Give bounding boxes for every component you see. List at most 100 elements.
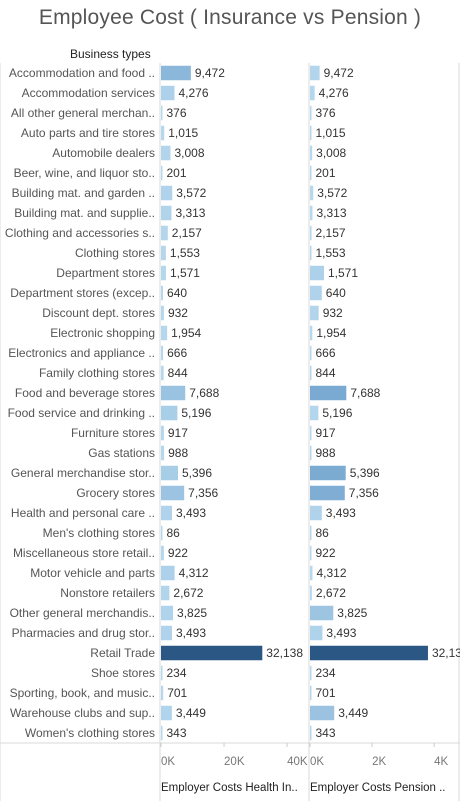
bar[interactable] bbox=[310, 725, 312, 741]
value-label: 640 bbox=[326, 286, 346, 300]
bar[interactable] bbox=[310, 705, 335, 721]
bar[interactable] bbox=[161, 365, 164, 381]
bar[interactable] bbox=[161, 225, 168, 241]
value-label: 3,825 bbox=[177, 606, 207, 620]
bar[interactable] bbox=[161, 445, 165, 461]
bar[interactable] bbox=[310, 285, 322, 301]
value-label: 3,572 bbox=[317, 186, 347, 200]
bar[interactable] bbox=[310, 645, 428, 661]
bar[interactable] bbox=[310, 345, 312, 361]
bar[interactable] bbox=[161, 605, 174, 621]
bar[interactable] bbox=[161, 325, 168, 341]
bar[interactable] bbox=[161, 265, 166, 281]
bar[interactable] bbox=[161, 305, 164, 321]
bar[interactable] bbox=[310, 305, 319, 321]
category-label: Building mat. and supplie.. bbox=[14, 206, 155, 220]
value-label: 1,571 bbox=[328, 266, 358, 280]
category-label: Beer, wine, and liquor sto.. bbox=[14, 166, 155, 180]
bar[interactable] bbox=[161, 105, 163, 121]
bar[interactable] bbox=[310, 385, 347, 401]
value-label: 3,313 bbox=[316, 206, 346, 220]
bar[interactable] bbox=[161, 465, 179, 481]
bar[interactable] bbox=[161, 725, 163, 741]
value-label: 932 bbox=[168, 306, 188, 320]
bar[interactable] bbox=[310, 145, 313, 161]
bar[interactable] bbox=[161, 565, 175, 581]
bar[interactable] bbox=[161, 205, 172, 221]
value-label: 640 bbox=[167, 286, 187, 300]
value-label: 844 bbox=[168, 366, 188, 380]
tick-label: 0K bbox=[310, 756, 324, 768]
value-label: 3,825 bbox=[337, 606, 367, 620]
value-label: 5,196 bbox=[181, 406, 211, 420]
bar[interactable] bbox=[161, 425, 164, 441]
value-label: 9,472 bbox=[195, 66, 225, 80]
chart-title: Employee Cost ( Insurance vs Pension ) bbox=[38, 6, 422, 29]
bar[interactable] bbox=[161, 545, 164, 561]
bar[interactable] bbox=[161, 245, 166, 261]
bar[interactable] bbox=[161, 165, 163, 181]
bar[interactable] bbox=[161, 705, 172, 721]
bar[interactable] bbox=[161, 645, 263, 661]
value-label: 376 bbox=[167, 106, 187, 120]
category-label: Nonstore retailers bbox=[60, 586, 155, 600]
bar[interactable] bbox=[310, 165, 312, 181]
bar[interactable] bbox=[161, 405, 178, 421]
bar[interactable] bbox=[310, 365, 312, 381]
value-label: 4,276 bbox=[319, 86, 349, 100]
bar[interactable] bbox=[161, 485, 185, 501]
bar[interactable] bbox=[310, 545, 312, 561]
value-label: 3,008 bbox=[316, 146, 346, 160]
bar[interactable] bbox=[161, 685, 164, 701]
bar[interactable] bbox=[310, 525, 312, 541]
category-label: Automobile dealers bbox=[52, 146, 155, 160]
bar[interactable] bbox=[310, 425, 312, 441]
value-label: 1,571 bbox=[170, 266, 200, 280]
bar[interactable] bbox=[310, 405, 319, 421]
value-label: 988 bbox=[316, 446, 336, 460]
bar[interactable] bbox=[161, 625, 173, 641]
bar[interactable] bbox=[161, 85, 175, 101]
category-label: Family clothing stores bbox=[39, 366, 155, 380]
bar[interactable] bbox=[161, 185, 173, 201]
bar[interactable] bbox=[310, 585, 312, 601]
bar[interactable] bbox=[161, 505, 173, 521]
bar[interactable] bbox=[161, 285, 164, 301]
bar[interactable] bbox=[310, 225, 312, 241]
category-label: Food and beverage stores bbox=[15, 386, 155, 400]
bar[interactable] bbox=[310, 65, 320, 81]
bar[interactable] bbox=[310, 665, 312, 681]
bar[interactable] bbox=[161, 385, 186, 401]
category-label: Women's clothing stores bbox=[25, 726, 155, 740]
value-label: 701 bbox=[167, 686, 187, 700]
bar[interactable] bbox=[310, 485, 345, 501]
value-label: 3,572 bbox=[176, 186, 206, 200]
bar[interactable] bbox=[310, 185, 314, 201]
bar[interactable] bbox=[310, 445, 312, 461]
bar[interactable] bbox=[310, 265, 324, 281]
bar[interactable] bbox=[310, 245, 312, 261]
bar[interactable] bbox=[310, 625, 323, 641]
bar[interactable] bbox=[310, 125, 312, 141]
bar[interactable] bbox=[161, 145, 171, 161]
bar[interactable] bbox=[310, 565, 313, 581]
bar[interactable] bbox=[161, 525, 163, 541]
bar[interactable] bbox=[161, 125, 165, 141]
bar[interactable] bbox=[310, 685, 312, 701]
value-label: 7,688 bbox=[189, 386, 219, 400]
category-label: Retail Trade bbox=[90, 646, 155, 660]
bar[interactable] bbox=[310, 505, 322, 521]
bar[interactable] bbox=[161, 665, 163, 681]
category-label: Accommodation services bbox=[22, 86, 155, 100]
bar[interactable] bbox=[310, 105, 312, 121]
bar[interactable] bbox=[161, 345, 164, 361]
bar[interactable] bbox=[310, 205, 313, 221]
bar[interactable] bbox=[310, 465, 346, 481]
bar[interactable] bbox=[310, 605, 334, 621]
bar[interactable] bbox=[310, 85, 315, 101]
bar[interactable] bbox=[161, 65, 191, 81]
bar[interactable] bbox=[310, 325, 313, 341]
bar[interactable] bbox=[161, 585, 170, 601]
category-label: Motor vehicle and parts bbox=[30, 566, 155, 580]
